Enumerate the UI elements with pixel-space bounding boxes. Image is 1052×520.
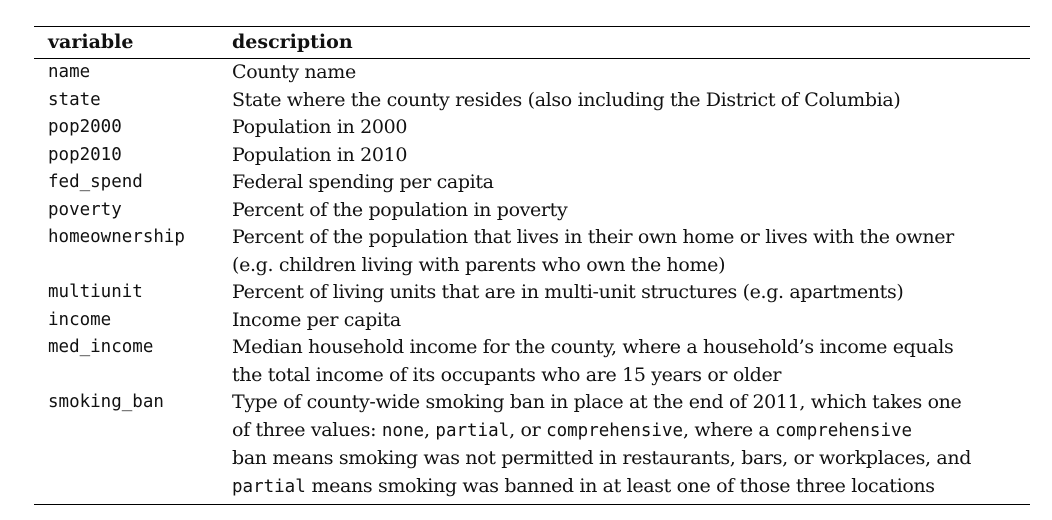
- variable-description: Percent of living units that are in mult…: [232, 279, 1030, 307]
- description-text: of three values:: [232, 418, 382, 441]
- description-text: Percent of the population in poverty: [232, 198, 568, 221]
- description-line: of three values: none, partial, or compr…: [232, 417, 1030, 446]
- description-text: the total income of its occupants who ar…: [232, 363, 782, 386]
- description-line: Population in 2010: [232, 142, 1030, 170]
- description-text: Population in 2010: [232, 143, 408, 166]
- table-row: pop2010 Population in 2010: [34, 142, 1030, 170]
- table-header-rule: [34, 58, 1030, 59]
- description-text: (e.g. children living with parents who o…: [232, 253, 726, 276]
- description-line: Federal spending per capita: [232, 169, 1030, 197]
- table-top-rule: [34, 26, 1030, 27]
- table-header-row: variable description: [34, 27, 1030, 55]
- table-row: state State where the county resides (als…: [34, 87, 1030, 115]
- variable-name: poverty: [48, 199, 122, 220]
- variable-name: income: [48, 309, 112, 330]
- variable-description: Population in 2010: [232, 142, 1030, 170]
- variable-description: Population in 2000: [232, 114, 1030, 142]
- variable-name: smoking_ban: [48, 392, 164, 412]
- description-line: Median household income for the county, …: [232, 334, 1030, 362]
- variable-name: pop2000: [48, 117, 122, 137]
- table: variable description: [34, 27, 1030, 55]
- variable-description: Percent of the population that lives in …: [232, 224, 1030, 279]
- variable-name: med_income: [48, 337, 154, 357]
- description-text: Percent of the population that lives in …: [232, 226, 954, 248]
- variable-name: fed_spend: [48, 172, 143, 192]
- description-text: ban means smoking was not permitted in r…: [232, 447, 972, 469]
- description-line: (e.g. children living with parents who o…: [232, 252, 1030, 280]
- description-line: Percent of the population that lives in …: [232, 224, 1030, 252]
- inline-code: comprehensive: [546, 420, 684, 441]
- table-row: fed_spend Federal spending per capita: [34, 169, 1030, 197]
- description-line: Percent of the population in poverty: [232, 197, 1030, 225]
- variable-description: Percent of the population in poverty: [232, 197, 1030, 225]
- variable-description: Median household income for the county, …: [232, 334, 1030, 389]
- variable-name: pop2010: [48, 144, 122, 165]
- variable-description: State where the county resides (also inc…: [232, 87, 1030, 115]
- table-body: name County name state State where the coun…: [34, 59, 1030, 501]
- description-line: partial means smoking was banned in at l…: [232, 473, 1030, 502]
- description-line: Percent of living units that are in mult…: [232, 279, 1030, 307]
- variable-description: Type of county-wide smoking ban in place…: [232, 389, 1030, 501]
- description-line: the total income of its occupants who ar…: [232, 362, 1030, 390]
- header-variable: variable: [48, 31, 134, 53]
- description-text: Population in 2000: [232, 116, 408, 138]
- table-row: poverty Percent of the population in pove…: [34, 197, 1030, 225]
- description-line: State where the county resides (also inc…: [232, 87, 1030, 115]
- variable-name: homeownership: [48, 227, 185, 247]
- description-text: means smoking was banned in at least one…: [305, 474, 935, 497]
- table-row: name County name: [34, 59, 1030, 87]
- description-text: Federal spending per capita: [232, 171, 494, 193]
- description-text: Type of county-wide smoking ban in place…: [232, 391, 962, 413]
- table-row: income Income per capita: [34, 307, 1030, 335]
- description-line: Population in 2000: [232, 114, 1030, 142]
- description-line: Type of county-wide smoking ban in place…: [232, 389, 1030, 417]
- variable-name: state: [48, 89, 101, 110]
- header-description: description: [232, 31, 353, 53]
- description-text: Income per capita: [232, 308, 401, 331]
- variable-description: Federal spending per capita: [232, 169, 1030, 197]
- inline-code: none: [381, 420, 425, 441]
- description-line: ban means smoking was not permitted in r…: [232, 445, 1030, 473]
- table-row: med_income Median household income for th…: [34, 334, 1030, 389]
- description-text: ,: [424, 418, 436, 441]
- description-text: Percent of living units that are in mult…: [232, 281, 904, 303]
- table-row: homeownership Percent of the population t…: [34, 224, 1030, 279]
- variable-name: multiunit: [48, 282, 143, 302]
- description-text: , or: [509, 418, 547, 441]
- table-row: pop2000 Population in 2000: [34, 114, 1030, 142]
- description-line: County name: [232, 59, 1030, 87]
- inline-code: comprehensive: [775, 420, 913, 441]
- table-row: multiunit Percent of living units that ar…: [34, 279, 1030, 307]
- description-text: , where a: [683, 418, 776, 441]
- variable-table: variable description name County name stat…: [34, 26, 1030, 505]
- table-row: smoking_ban Type of county-wide smoking b…: [34, 389, 1030, 501]
- description-text: County name: [232, 61, 356, 83]
- description-text: Median household income for the county, …: [232, 336, 954, 358]
- table-bottom-rule: [34, 504, 1030, 505]
- variable-name: name: [48, 62, 91, 82]
- inline-code: partial: [232, 476, 306, 497]
- inline-code: partial: [435, 420, 510, 441]
- description-line: Income per capita: [232, 307, 1030, 335]
- variable-description: County name: [232, 59, 1030, 87]
- description-text: State where the county resides (also inc…: [232, 88, 901, 111]
- variable-description: Income per capita: [232, 307, 1030, 335]
